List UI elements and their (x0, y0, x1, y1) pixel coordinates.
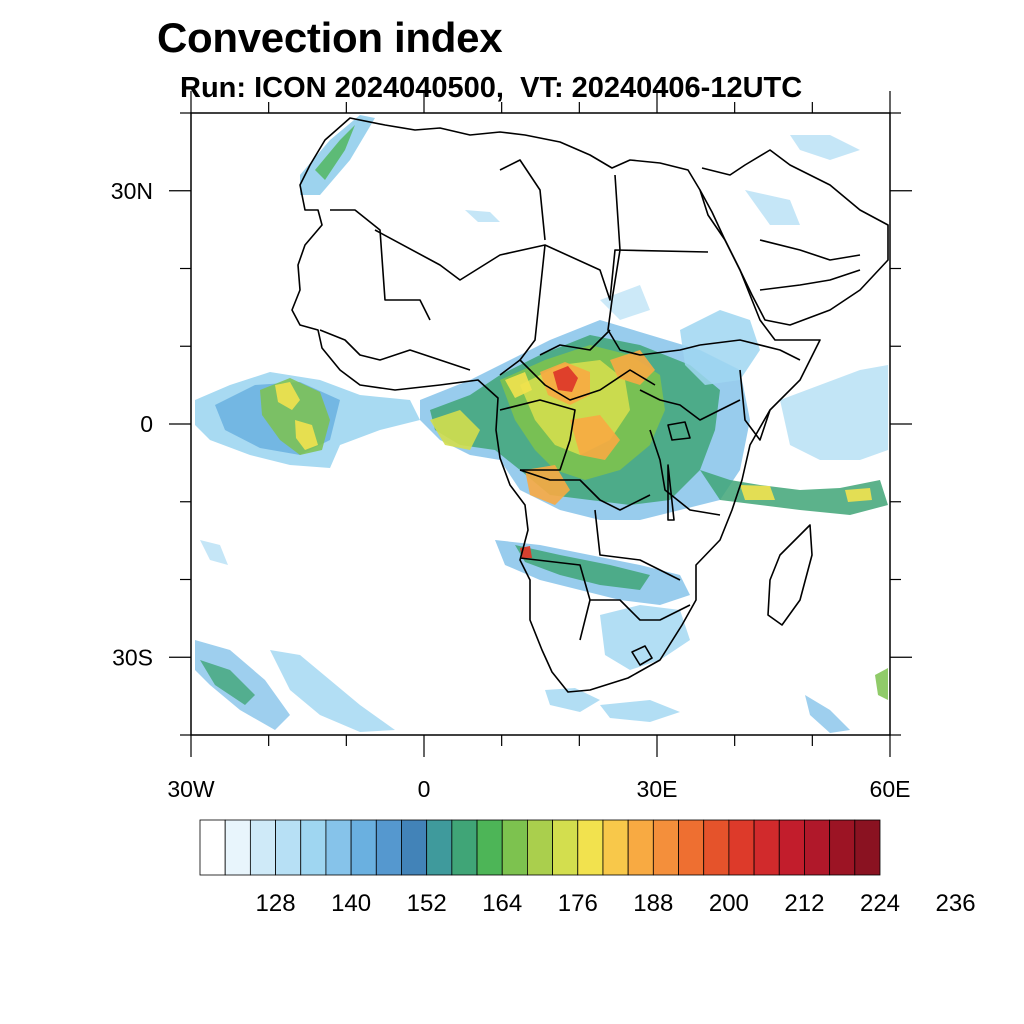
country-border (699, 339, 801, 361)
country-border (739, 369, 771, 441)
colorbar-box (476, 819, 503, 876)
x-tick-label: 0 (418, 776, 431, 802)
colorbar-box (451, 819, 478, 876)
colorbar-box (602, 819, 629, 876)
colorbar-box (426, 819, 453, 876)
field-blob (700, 470, 888, 515)
chart-title: Convection index (157, 14, 503, 61)
country-border (759, 239, 861, 261)
field-blob (200, 660, 255, 705)
colorbar-box (552, 819, 579, 876)
country-border (639, 389, 741, 421)
country-border (539, 329, 611, 356)
country-border (519, 557, 591, 641)
field-blob (515, 545, 650, 590)
y-tick-label: 30S (112, 644, 153, 670)
country-border (759, 269, 861, 291)
colorbar-box (300, 819, 327, 876)
colorbar-label: 128 (256, 890, 296, 917)
coastlines-and-borders (291, 117, 889, 693)
colorbar-box (501, 819, 528, 876)
colorbar-box (527, 819, 553, 876)
lake (667, 421, 691, 441)
colorbar-box (778, 819, 805, 876)
colorbar-label: 188 (633, 890, 673, 917)
x-tick-label: 60E (870, 776, 911, 802)
colorbar-label: 224 (860, 890, 900, 917)
country-border (499, 159, 546, 241)
madagascar-coastline (767, 524, 813, 626)
field-blob (805, 695, 850, 733)
x-tick-label: 30E (637, 776, 678, 802)
field-blob (740, 485, 775, 500)
field-blob (200, 540, 228, 565)
colorbar-box (325, 819, 352, 876)
colorbar-box (224, 819, 251, 876)
country-border (319, 329, 471, 371)
field-blob (845, 488, 872, 502)
field-blob (600, 700, 680, 722)
colorbar-box (728, 819, 755, 876)
field-blob (545, 688, 600, 712)
axis-ticks: 30W 0 30E 60E 30N 0 30S (111, 91, 912, 802)
colorbar: 128 140 152 164 176 188 200 212 224 236 (199, 819, 976, 917)
field-blob (430, 410, 480, 450)
country-border (499, 399, 576, 471)
field-blob (275, 382, 300, 410)
country-border (649, 429, 721, 516)
colorbar-label: 176 (558, 890, 598, 917)
africa-coastline (291, 117, 821, 693)
country-border (499, 244, 546, 376)
lake (667, 464, 675, 521)
chart-subtitle: Run: ICON 2024040500, VT: 20240406-12UTC (180, 72, 803, 104)
colorbar-box (652, 819, 679, 876)
field-blob (875, 668, 888, 700)
field-blob (570, 415, 620, 460)
field-blob (780, 365, 888, 460)
colorbar-box (753, 819, 780, 876)
colorbar-box (401, 819, 428, 876)
field-blob (553, 366, 578, 392)
field-blob (505, 372, 532, 398)
field-blob (600, 285, 650, 320)
colorbar-label: 152 (407, 890, 447, 917)
colorbar-label: 200 (709, 890, 749, 917)
field-blob (790, 135, 860, 160)
lesotho (631, 645, 653, 666)
colorbar-box (627, 819, 654, 876)
country-border (590, 599, 691, 621)
x-tick-label: 30W (167, 776, 215, 802)
colorbar-box (804, 819, 831, 876)
colorbar-box (199, 819, 226, 876)
colorbar-box (350, 819, 377, 876)
colorbar-label: 164 (482, 890, 522, 917)
colorbar-box (678, 819, 705, 876)
field-blob (465, 210, 500, 222)
field-blob (680, 310, 760, 385)
colorbar-label: 140 (331, 890, 371, 917)
field-blob (295, 420, 318, 450)
colorbar-box (703, 819, 730, 876)
field-blob (600, 605, 690, 670)
field-blob (745, 190, 800, 225)
country-border (330, 209, 431, 321)
y-tick-label: 0 (140, 411, 153, 437)
colorbar-box (829, 819, 856, 876)
country-border (519, 359, 656, 401)
colorbar-box (375, 819, 402, 876)
colorbar-box (249, 819, 276, 876)
country-border (594, 509, 681, 581)
y-tick-label: 30N (111, 178, 153, 204)
field-blob (315, 125, 355, 180)
colorbar-box (854, 819, 881, 876)
colorbar-box (577, 819, 604, 876)
colorbar-box (275, 819, 302, 876)
colorbar-label: 212 (784, 890, 824, 917)
field-blob (270, 650, 395, 732)
country-border (607, 174, 701, 356)
country-border (519, 469, 651, 511)
colorbar-label: 236 (936, 890, 976, 917)
arabia-coastline (699, 149, 889, 326)
